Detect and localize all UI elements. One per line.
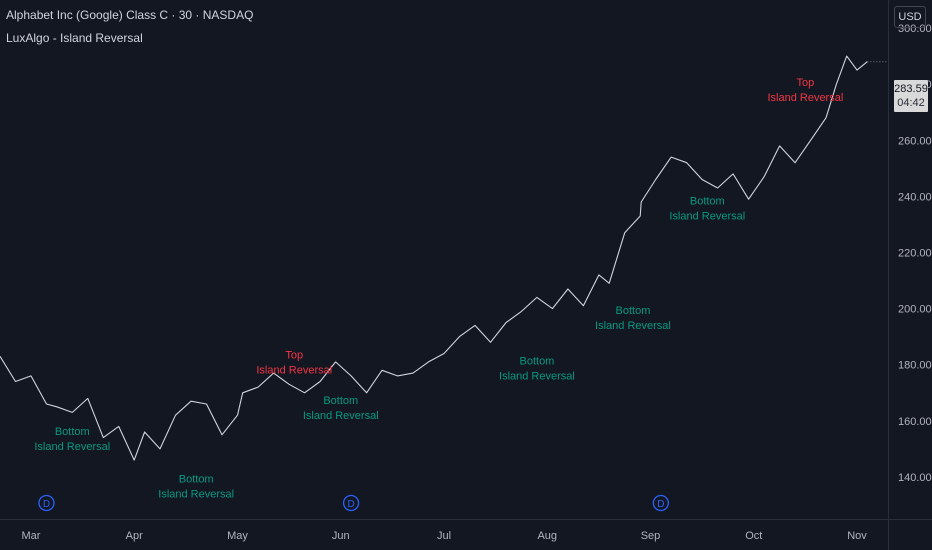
last-price-value: 283.59 (894, 83, 928, 95)
annotation-label-line2: Island Reversal (34, 441, 110, 453)
dividend-marker-label: D (657, 499, 664, 510)
last-price-badge: 283.59 04:42 (894, 80, 928, 112)
x-tick-label: Jul (437, 530, 451, 542)
annotation-label-line1: Top (797, 77, 815, 89)
y-tick-label: 160.00 (898, 416, 932, 428)
annotation-label-line1: Bottom (616, 305, 651, 317)
x-tick-label: Jun (332, 530, 350, 542)
dividend-marker[interactable] (38, 494, 55, 512)
annotation-label-line2: Island Reversal (669, 211, 745, 223)
dividend-marker-label: D (347, 499, 354, 510)
annotation-label-line1: Top (285, 349, 303, 361)
annotation-label-line2: Island Reversal (767, 92, 843, 104)
annotation-label-line2: Island Reversal (499, 371, 575, 383)
y-tick-label: 200.00 (898, 304, 932, 316)
annotation-label-line1: Bottom (520, 356, 555, 368)
symbol-title[interactable]: Alphabet Inc (Google) Class C · 30 · NAS… (6, 8, 254, 22)
x-tick-label: Mar (22, 530, 41, 542)
x-tick-label: May (227, 530, 248, 542)
annotation-label-line1: Bottom (179, 473, 214, 485)
price-series-line (0, 55, 868, 461)
x-tick-label: Aug (537, 530, 557, 542)
dividend-marker[interactable] (342, 494, 360, 512)
x-tick-label: Oct (745, 530, 762, 542)
y-tick-label: 140.00 (898, 472, 932, 484)
y-tick-label: 240.00 (898, 191, 932, 203)
y-tick-label: 180.00 (898, 360, 932, 372)
annotation-label-line1: Bottom (323, 395, 358, 407)
dividend-marker-label: D (43, 499, 50, 510)
annotation-label-line2: Island Reversal (303, 410, 379, 422)
y-tick-label: 220.00 (898, 247, 932, 259)
x-tick-label: Sep (641, 530, 661, 542)
indicator-title[interactable]: LuxAlgo - Island Reversal (6, 31, 143, 45)
annotation-label-line1: Bottom (55, 426, 90, 438)
currency-button[interactable]: USD (894, 6, 926, 28)
x-tick-label: Apr (126, 530, 143, 542)
annotation-label-line1: Bottom (690, 196, 725, 208)
annotation-label-line2: Island Reversal (595, 320, 671, 332)
dividend-marker[interactable] (652, 494, 669, 512)
bar-countdown: 04:42 (897, 97, 925, 109)
y-tick-label: 260.00 (898, 135, 932, 147)
annotation-label-line2: Island Reversal (256, 364, 332, 376)
annotation-label-line2: Island Reversal (158, 488, 234, 500)
x-tick-label: Nov (847, 530, 867, 542)
